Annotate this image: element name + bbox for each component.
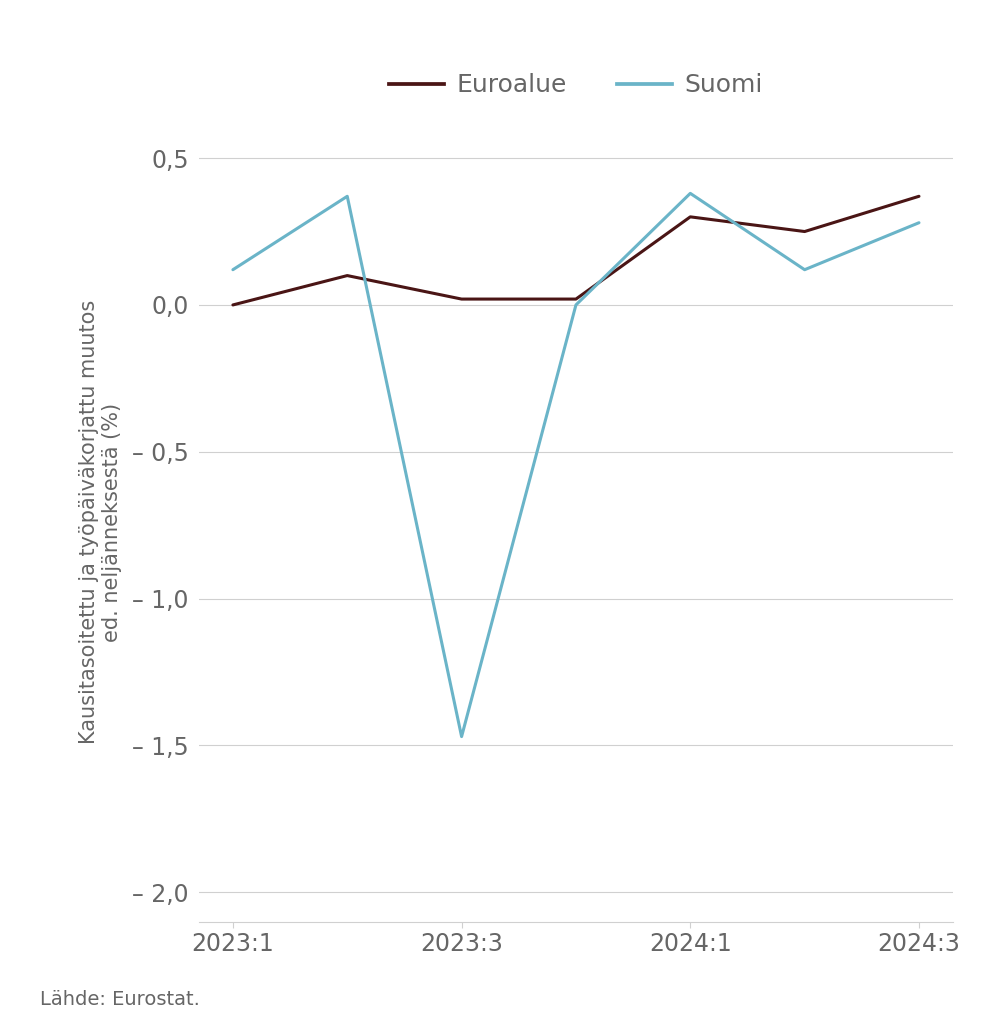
Euroalue bbox=[798, 225, 810, 238]
Suomi bbox=[684, 187, 696, 200]
Suomi bbox=[913, 217, 924, 229]
Text: Lähde: Eurostat.: Lähde: Eurostat. bbox=[40, 989, 200, 1009]
Line: Suomi: Suomi bbox=[233, 194, 919, 736]
Suomi bbox=[570, 299, 582, 311]
Euroalue bbox=[456, 293, 468, 305]
Line: Euroalue: Euroalue bbox=[233, 197, 919, 305]
Euroalue bbox=[684, 211, 696, 223]
Euroalue bbox=[227, 299, 239, 311]
Euroalue bbox=[913, 190, 924, 203]
Suomi bbox=[227, 263, 239, 275]
Euroalue bbox=[342, 269, 354, 282]
Suomi bbox=[342, 190, 354, 203]
Suomi bbox=[798, 263, 810, 275]
Euroalue bbox=[570, 293, 582, 305]
Suomi bbox=[456, 730, 468, 742]
Text: Kausitasoitettu ja työpäiväkorjattu muutos
ed. neljänneksestä (%): Kausitasoitettu ja työpäiväkorjattu muut… bbox=[78, 300, 122, 744]
Legend: Euroalue, Suomi: Euroalue, Suomi bbox=[379, 63, 773, 108]
